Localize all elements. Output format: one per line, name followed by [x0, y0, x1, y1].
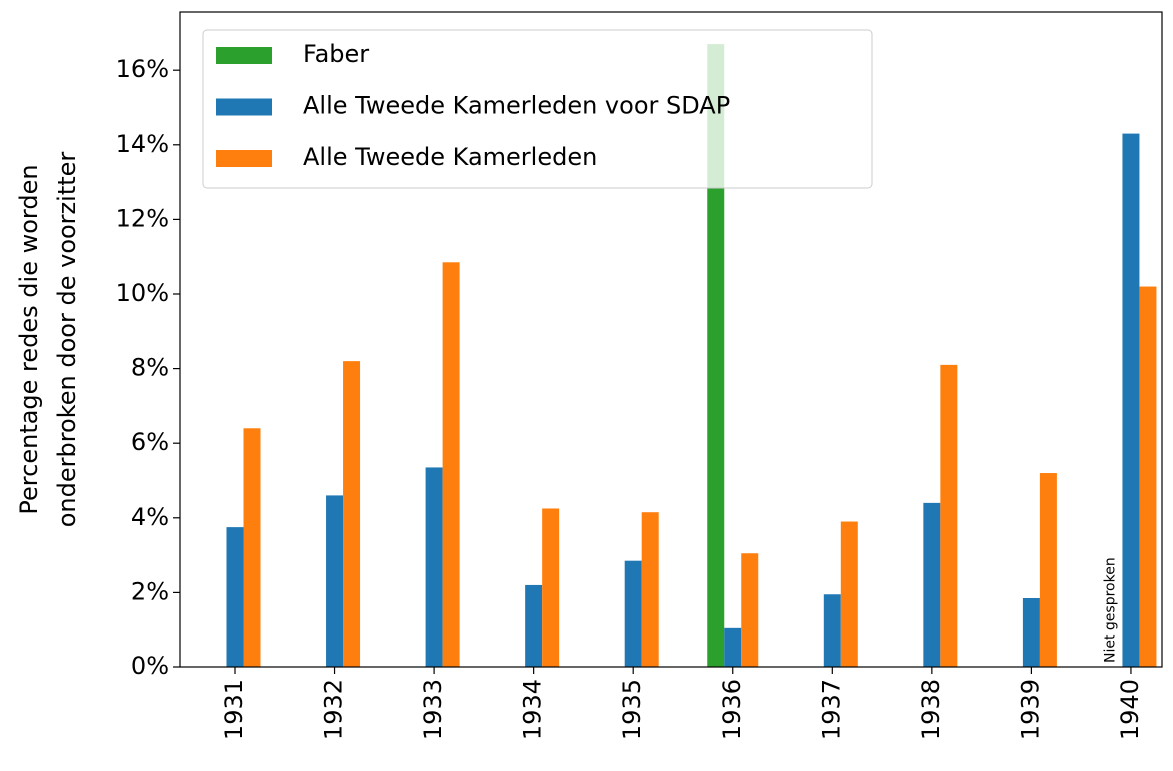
bar — [1039, 473, 1057, 667]
bar — [425, 467, 443, 667]
y-axis-label: Percentage redes die worden — [15, 164, 43, 514]
y-tick-label: 14% — [116, 130, 169, 158]
bar — [326, 495, 344, 667]
legend-box — [202, 29, 873, 189]
y-tick-label: 12% — [116, 204, 169, 232]
y-tick-label: 8% — [131, 354, 169, 382]
bar — [940, 364, 958, 667]
x-tick-label: 1939 — [1016, 679, 1044, 740]
bar — [624, 560, 642, 667]
bar — [741, 553, 759, 667]
bar — [343, 361, 361, 667]
bar — [641, 512, 659, 667]
legend-label: Alle Tweede Kamerleden — [303, 143, 597, 171]
plot-frame — [179, 11, 1163, 668]
x-tick-label: 1934 — [519, 679, 547, 740]
legend-swatch — [216, 150, 272, 167]
y-tick-label: 6% — [131, 428, 169, 456]
annotation: Niet gesproken — [1103, 557, 1119, 663]
x-tick-label: 1938 — [917, 679, 945, 740]
bar — [923, 502, 941, 667]
bar — [525, 584, 543, 667]
bar — [707, 44, 725, 667]
bar — [226, 527, 244, 667]
legend-swatch — [216, 98, 272, 116]
x-tick-label: 1936 — [718, 679, 746, 740]
bar — [1122, 133, 1140, 668]
x-tick-label: 1931 — [220, 679, 248, 740]
bar — [243, 428, 261, 667]
bar — [823, 594, 841, 667]
bar — [1022, 597, 1040, 667]
legend-swatch — [216, 47, 272, 64]
y-tick-label: 10% — [116, 279, 169, 307]
bar — [442, 262, 460, 667]
y-tick-label: 4% — [131, 503, 169, 531]
y-axis-label: onderbroken door de voorzitter — [53, 152, 81, 528]
x-tick-label: 1940 — [1116, 679, 1144, 740]
bar — [724, 627, 742, 667]
y-tick-label: 2% — [131, 577, 169, 605]
y-tick-label: 16% — [116, 55, 169, 83]
legend-label: Faber — [303, 40, 369, 68]
legend-label: Alle Tweede Kamerleden voor SDAP — [303, 92, 730, 120]
x-tick-label: 1935 — [618, 679, 646, 740]
bar — [840, 521, 858, 667]
bar — [1139, 286, 1157, 667]
x-tick-label: 1933 — [419, 679, 447, 740]
bar — [542, 508, 560, 667]
x-tick-label: 1937 — [817, 679, 845, 740]
y-tick-label: 0% — [131, 652, 169, 680]
x-tick-label: 1932 — [320, 679, 348, 740]
